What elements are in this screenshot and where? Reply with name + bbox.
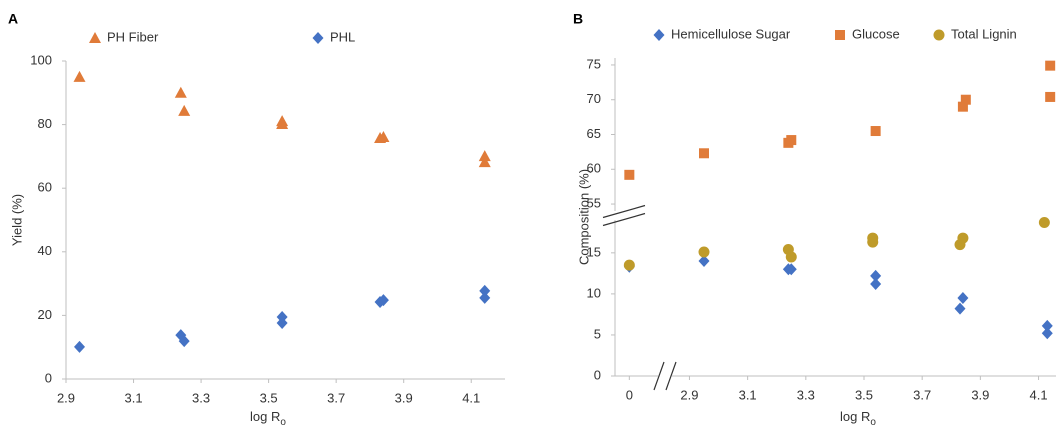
x-tick-label: 4.1: [462, 390, 480, 405]
x-axis-title-sub: o: [870, 417, 876, 428]
legend-marker: [89, 32, 101, 43]
y-tick-label: 0: [45, 370, 52, 385]
x-tick-label: 3.7: [327, 390, 345, 405]
marker: [478, 150, 491, 162]
x-axis-title-main: log R: [250, 409, 280, 424]
x-axis-title-main: log R: [840, 409, 870, 424]
y-tick-label: 60: [38, 180, 52, 195]
legend-marker: [933, 29, 945, 41]
marker: [174, 86, 187, 98]
marker: [479, 284, 491, 297]
y-tick-label: 65: [587, 126, 601, 141]
marker: [698, 246, 710, 258]
legend-marker: [653, 29, 665, 41]
marker: [377, 131, 390, 143]
x-tick-label: 0: [626, 387, 633, 402]
marker: [276, 310, 288, 323]
marker: [178, 335, 190, 348]
legend-marker: [312, 32, 324, 44]
axis-break: [653, 361, 665, 391]
x-tick-label: 3.1: [124, 390, 142, 405]
marker: [178, 104, 191, 116]
x-tick-label: 3.9: [971, 387, 989, 402]
marker: [276, 117, 289, 129]
marker: [870, 126, 881, 137]
x-tick-label: 2.9: [57, 390, 75, 405]
marker: [954, 302, 966, 315]
x-tick-label: 3.9: [395, 390, 413, 405]
legend-label: Glucose: [852, 26, 900, 41]
marker: [1038, 216, 1050, 228]
y-tick-label: 60: [587, 161, 601, 176]
marker: [1045, 60, 1056, 71]
y-tick-label: 80: [38, 116, 52, 131]
y-tick-label: 40: [38, 243, 52, 258]
x-tick-label: 3.1: [739, 387, 757, 402]
y-tick-label: 70: [587, 91, 601, 106]
marker: [867, 236, 879, 248]
x-axis-title-sub: o: [280, 417, 286, 428]
legend-marker: [835, 30, 845, 40]
y-tick-label: 15: [587, 244, 601, 259]
y-tick-label: 5: [594, 326, 601, 341]
axis-break: [602, 212, 646, 227]
legend-label: PH Fiber: [107, 29, 159, 44]
panel-label: B: [573, 11, 583, 27]
y-tick-label: 100: [30, 52, 52, 67]
marker: [1045, 91, 1056, 102]
marker: [698, 255, 710, 268]
x-tick-label: 3.5: [855, 387, 873, 402]
marker: [478, 156, 491, 168]
y-axis-title: Composition (%): [576, 169, 591, 265]
panel-label: A: [8, 11, 18, 27]
marker: [957, 232, 969, 244]
marker: [786, 135, 797, 146]
marker: [870, 269, 882, 282]
axis-break: [602, 204, 646, 219]
marker: [957, 292, 969, 304]
marker: [785, 263, 797, 276]
x-tick-label: 3.5: [260, 390, 278, 405]
legend-label: PHL: [330, 29, 355, 44]
marker: [276, 317, 288, 330]
marker: [699, 148, 709, 159]
y-tick-label: 0: [594, 367, 601, 382]
marker: [1041, 319, 1053, 332]
marker: [479, 291, 491, 304]
y-tick-label: 10: [587, 285, 601, 300]
marker: [960, 94, 971, 105]
marker: [785, 251, 797, 263]
legend-label: Hemicellulose Sugar: [671, 26, 791, 41]
x-tick-label: 4.1: [1030, 387, 1048, 402]
marker: [1041, 327, 1053, 340]
x-tick-label: 3.3: [797, 387, 815, 402]
y-tick-label: 75: [587, 56, 601, 71]
marker: [957, 101, 968, 112]
x-tick-label: 3.3: [192, 390, 210, 405]
marker: [73, 70, 86, 82]
y-axis-title: Yield (%): [9, 194, 24, 246]
legend-label: Total Lignin: [951, 26, 1017, 41]
marker: [623, 259, 635, 271]
x-tick-label: 2.9: [680, 387, 698, 402]
x-axis-title: log Ro: [840, 409, 876, 427]
marker: [624, 169, 635, 180]
marker: [74, 340, 86, 353]
y-tick-label: 20: [38, 307, 52, 322]
x-axis-title: log Ro: [250, 409, 286, 427]
marker: [377, 294, 389, 307]
x-tick-label: 3.7: [913, 387, 931, 402]
marker: [870, 278, 882, 291]
axis-break: [665, 361, 677, 391]
y-tick-label: 55: [587, 195, 601, 210]
